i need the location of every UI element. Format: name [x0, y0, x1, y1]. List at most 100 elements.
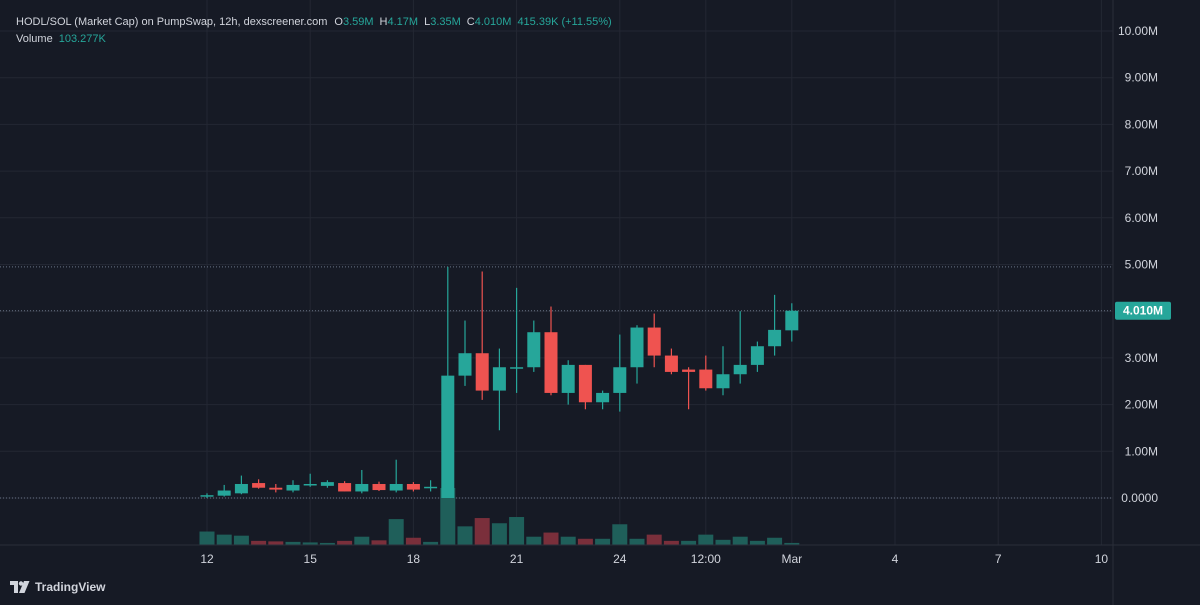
- close-label: C: [466, 16, 475, 28]
- volume-bar: [732, 536, 748, 545]
- volume-bar: [509, 517, 525, 545]
- volume-bar: [268, 541, 284, 545]
- candle-body: [200, 495, 214, 497]
- candle-body: [234, 483, 248, 494]
- candle-body: [785, 310, 799, 331]
- volume-label: Volume: [16, 33, 53, 45]
- candle-body: [527, 332, 541, 368]
- low-label: L: [424, 16, 431, 28]
- candle-body: [389, 483, 403, 491]
- volume-bar: [491, 523, 507, 545]
- candle-body: [596, 392, 610, 403]
- candle-body: [544, 332, 558, 393]
- candle-body: [475, 353, 489, 391]
- volume-bar: [354, 536, 370, 545]
- candle-body: [217, 490, 231, 496]
- candle-body: [561, 364, 575, 393]
- change-value: 415.39K (+11.55%): [517, 16, 612, 28]
- ohlc-row: HODL/SOL (Market Cap) on PumpSwap, 12h, …: [16, 14, 618, 31]
- candle-body: [699, 369, 713, 389]
- open-value: 3.59M: [342, 16, 374, 28]
- price-label-bg: [1115, 301, 1171, 320]
- grid-lines: [0, 0, 1113, 545]
- symbol-title: HODL/SOL (Market Cap) on PumpSwap, 12h, …: [16, 16, 328, 28]
- y-tick-label: 9.00M: [1125, 71, 1158, 85]
- volume-bar: [388, 519, 404, 545]
- volume-bar: [681, 540, 697, 545]
- candle-body: [372, 483, 386, 491]
- volume-bar: [543, 532, 559, 545]
- volume-bar: [646, 534, 662, 545]
- horizontal-levels: [0, 266, 1113, 499]
- volume-bar: [319, 542, 335, 545]
- volume-bar: [474, 518, 490, 545]
- high-value: 4.17M: [387, 16, 419, 28]
- y-tick-label: 3.00M: [1125, 351, 1158, 365]
- volume-bar: [302, 542, 318, 545]
- volume-bar: [784, 542, 800, 545]
- y-tick-label: 6.00M: [1125, 211, 1158, 225]
- y-tick-label: 2.00M: [1125, 398, 1158, 412]
- volume-bar: [577, 538, 593, 545]
- volume-bar: [251, 540, 267, 545]
- volume-bars: [199, 488, 800, 545]
- candle-body: [338, 483, 352, 492]
- volume-bar: [629, 538, 645, 545]
- price-label: 4.010M: [1123, 304, 1163, 318]
- volume-bar: [698, 534, 714, 545]
- volume-bar: [560, 536, 576, 545]
- chart-legend: HODL/SOL (Market Cap) on PumpSwap, 12h, …: [16, 14, 618, 48]
- candle-body: [492, 367, 506, 391]
- candle-body: [441, 375, 455, 498]
- candle-body: [750, 346, 764, 365]
- volume-bar: [371, 540, 387, 545]
- volume-bar: [216, 534, 232, 545]
- x-tick-label: 21: [510, 552, 524, 566]
- volume-bar: [457, 526, 473, 545]
- volume-bar: [405, 537, 421, 545]
- candle-body: [320, 482, 334, 486]
- open-label: O: [334, 16, 343, 28]
- candle-body: [664, 355, 678, 372]
- tradingview-label: TradingView: [35, 580, 106, 594]
- volume-bar: [440, 488, 456, 545]
- candle-body: [286, 484, 300, 491]
- x-tick-label: 24: [613, 552, 627, 566]
- low-value: 3.35M: [430, 16, 461, 28]
- x-tick-label: 4: [892, 552, 899, 566]
- volume-bar: [423, 541, 439, 545]
- candle-body: [733, 364, 747, 375]
- candle-body: [613, 367, 627, 393]
- tradingview-watermark[interactable]: TradingView: [10, 580, 105, 594]
- candle-body: [406, 483, 420, 490]
- candle-body: [252, 483, 266, 488]
- candle-body: [768, 329, 782, 347]
- volume-bar: [715, 539, 731, 545]
- candle-body: [682, 369, 696, 372]
- volume-bar: [199, 531, 215, 545]
- volume-bar: [749, 540, 765, 545]
- volume-bar: [767, 537, 783, 545]
- x-tick-label: Mar: [781, 552, 802, 566]
- volume-bar: [595, 538, 611, 545]
- y-tick-label: 10.00M: [1118, 24, 1158, 38]
- y-tick-label: 1.00M: [1125, 444, 1158, 458]
- volume-bar: [663, 540, 679, 545]
- candle-body: [303, 483, 317, 486]
- x-tick-label: 12:00: [691, 552, 721, 566]
- candle-body: [458, 353, 472, 376]
- y-tick-label: 0.0000: [1121, 491, 1158, 505]
- volume-bar: [285, 541, 301, 545]
- y-tick-label: 7.00M: [1125, 164, 1158, 178]
- y-tick-label: 5.00M: [1125, 258, 1158, 272]
- close-value: 4.010M: [474, 16, 512, 28]
- candle-body: [647, 327, 661, 356]
- x-tick-label: 12: [200, 552, 214, 566]
- volume-row: Volume 103.277K: [16, 31, 618, 48]
- volume-bar: [526, 536, 542, 545]
- candle-body: [269, 487, 283, 490]
- high-label: H: [379, 16, 388, 28]
- x-tick-label: 7: [995, 552, 1002, 566]
